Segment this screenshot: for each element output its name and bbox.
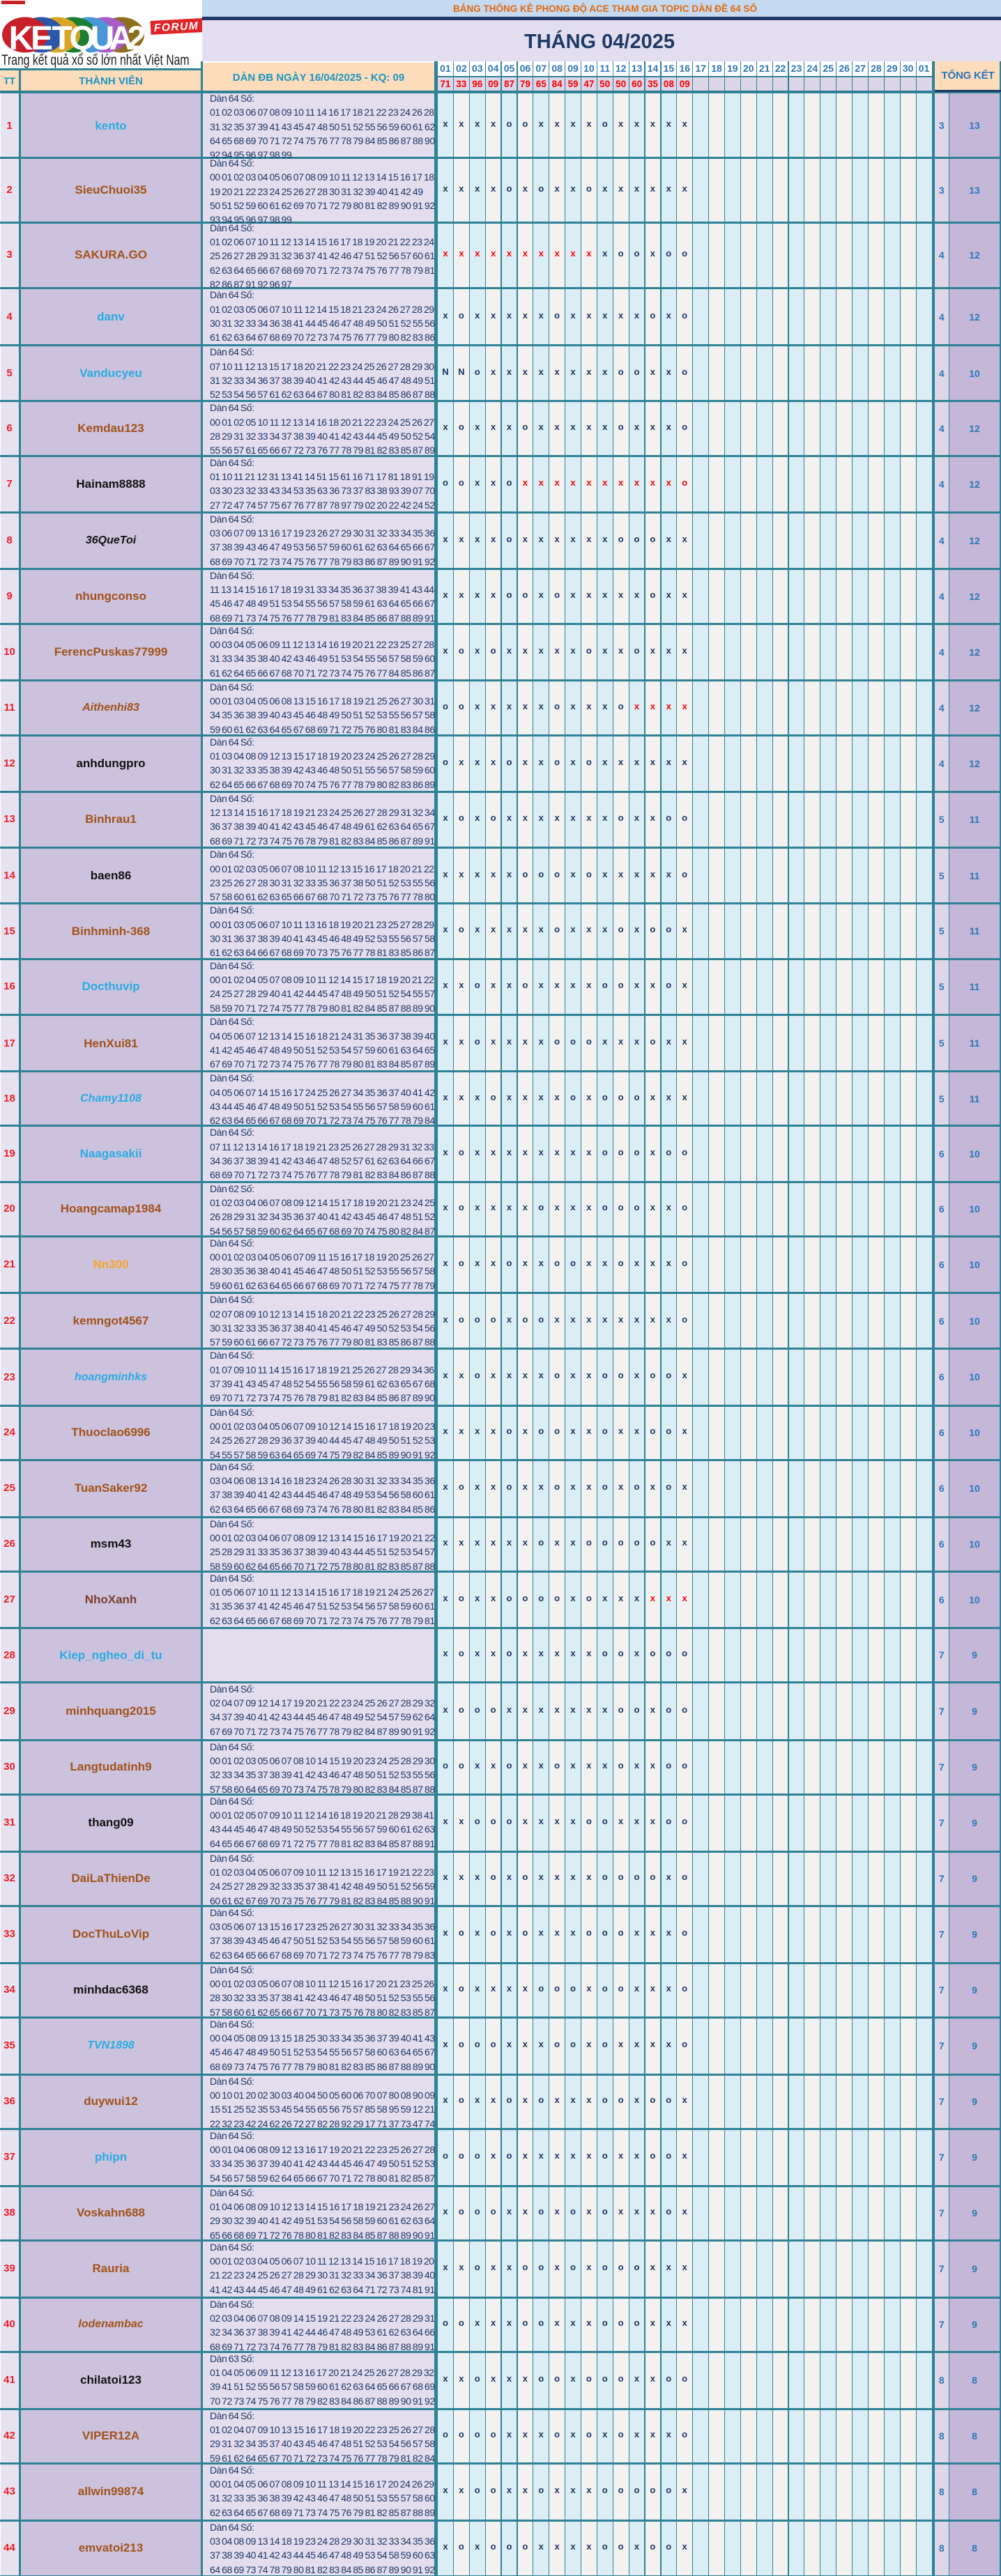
svg-text:FORUM: FORUM bbox=[153, 20, 199, 34]
svg-text:K: K bbox=[9, 20, 33, 57]
svg-text:E: E bbox=[31, 20, 53, 57]
svg-text:2: 2 bbox=[128, 20, 146, 57]
svg-text:A: A bbox=[109, 20, 134, 57]
svg-text:Q: Q bbox=[69, 20, 95, 57]
svg-text:T: T bbox=[52, 20, 72, 57]
svg-text:U: U bbox=[91, 20, 115, 57]
